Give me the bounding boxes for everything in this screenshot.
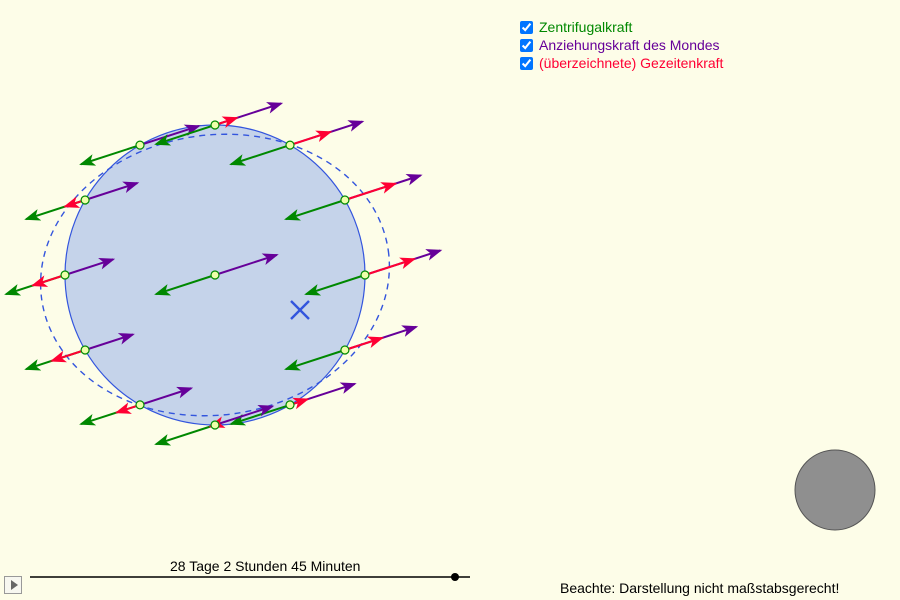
perimeter-point <box>81 346 89 354</box>
legend-item-2: (überzeichnete) Gezeitenkraft <box>520 54 723 72</box>
tidal-arrow <box>33 275 65 285</box>
perimeter-point <box>341 196 349 204</box>
perimeter-point <box>136 141 144 149</box>
legend-label-1: Anziehungskraft des Mondes <box>539 36 720 54</box>
perimeter-point <box>136 401 144 409</box>
scale-note: Beachte: Darstellung nicht maßstabsgerec… <box>560 580 839 596</box>
legend-label-2: (überzeichnete) Gezeitenkraft <box>539 54 723 72</box>
legend-item-1: Anziehungskraft des Mondes <box>520 36 723 54</box>
tidal-arrow <box>290 132 330 145</box>
centrifugal-arrow <box>156 425 215 444</box>
perimeter-point <box>341 346 349 354</box>
time-label: 28 Tage 2 Stunden 45 Minuten <box>170 558 360 574</box>
tidal-arrow <box>345 184 395 200</box>
legend-box: ZentrifugalkraftAnziehungskraft des Mond… <box>520 18 723 72</box>
legend-checkbox-0[interactable] <box>520 21 533 34</box>
play-button[interactable] <box>4 576 22 594</box>
legend-checkbox-1[interactable] <box>520 39 533 52</box>
perimeter-point <box>211 421 219 429</box>
legend-checkbox-2[interactable] <box>520 57 533 70</box>
perimeter-point <box>361 271 369 279</box>
perimeter-point <box>211 121 219 129</box>
perimeter-point <box>81 196 89 204</box>
center-point <box>211 271 219 279</box>
perimeter-point <box>286 401 294 409</box>
perimeter-point <box>286 141 294 149</box>
time-slider-thumb[interactable] <box>451 573 459 581</box>
legend-label-0: Zentrifugalkraft <box>539 18 632 36</box>
perimeter-point <box>61 271 69 279</box>
moon-disk <box>795 450 875 530</box>
legend-item-0: Zentrifugalkraft <box>520 18 723 36</box>
